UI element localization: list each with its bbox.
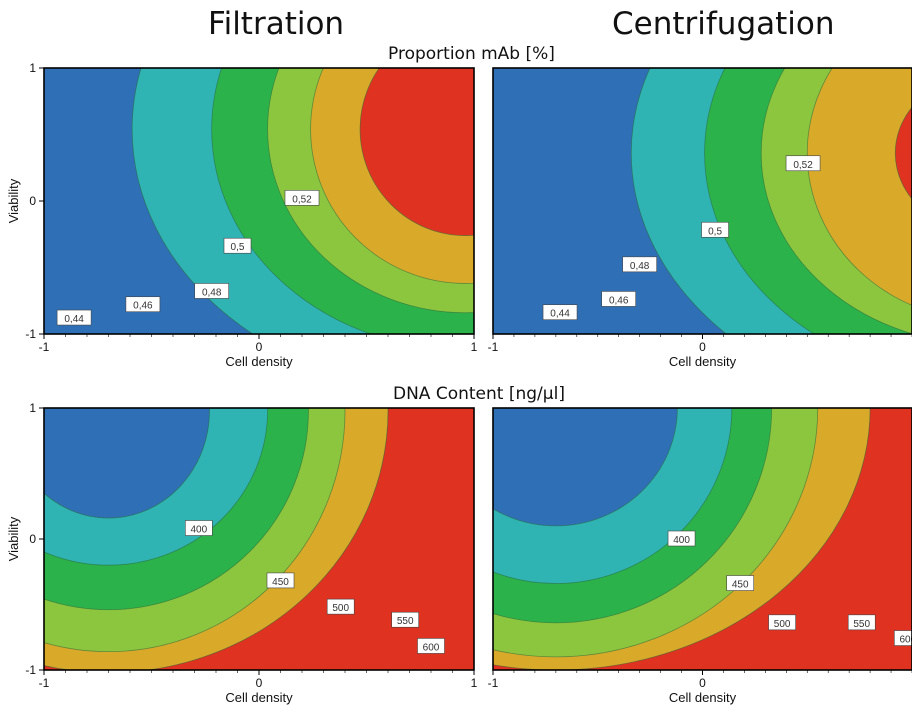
contour-label-box xyxy=(266,572,295,589)
contour-band xyxy=(894,106,912,200)
contour-label: 500 xyxy=(774,619,791,630)
contour-band xyxy=(359,68,474,236)
column-title-centrifugation: Centrifugation xyxy=(612,6,835,42)
contour-label: 450 xyxy=(732,580,749,591)
column-title-filtration: Filtration xyxy=(208,6,345,42)
contour-band xyxy=(806,68,912,306)
contour-label: 0,48 xyxy=(202,287,222,298)
contour-label-box xyxy=(284,190,320,206)
contour-label-box xyxy=(542,304,578,321)
x-tick-label: -1 xyxy=(39,340,50,354)
contour-label: 500 xyxy=(332,603,349,614)
contour-label-box xyxy=(125,296,161,313)
contour-label-box xyxy=(667,530,696,547)
contour-label: 0,5 xyxy=(231,242,245,253)
x-axis-label: Cell density xyxy=(225,354,293,369)
row-title-dna-content: DNA Content [ng/µl] xyxy=(393,384,565,404)
x-tick-label: 1 xyxy=(471,676,478,690)
contour-label: 0,44 xyxy=(550,309,570,320)
contour-label: 450 xyxy=(272,577,289,588)
x-tick-label: 0 xyxy=(256,340,263,354)
contour-label-box xyxy=(622,256,657,273)
contour-label-box xyxy=(223,237,252,254)
contour-label-box xyxy=(326,598,355,615)
contour-label-box xyxy=(768,614,796,631)
x-axis-label: Cell density xyxy=(669,690,737,705)
contour-label-box xyxy=(417,638,445,654)
x-tick-label: 0 xyxy=(699,340,706,354)
contour-label-box xyxy=(601,291,637,307)
contour-label: 0,46 xyxy=(133,301,153,312)
contour-label-box xyxy=(847,614,876,631)
y-tick-label: 1 xyxy=(29,401,36,415)
contour-panel: 400 450 500 550 600 -1 0 1 Cell density -1 0 1 Viabi… xyxy=(6,401,478,705)
contour-label: 0,46 xyxy=(609,295,629,306)
y-axis-label: Viability xyxy=(6,516,21,561)
contour-band xyxy=(44,408,210,519)
contour-label: 550 xyxy=(397,616,414,627)
x-tick-label: -1 xyxy=(488,340,499,354)
x-axis-label: Cell density xyxy=(225,690,293,705)
contour-label: 0,52 xyxy=(292,194,312,205)
x-tick-label: -1 xyxy=(488,676,499,690)
x-tick-label: 1 xyxy=(471,340,478,354)
x-tick-label: 0 xyxy=(699,676,706,690)
contour-label: 0,48 xyxy=(630,261,650,272)
contour-label-box xyxy=(185,520,213,536)
contour-label: 0,44 xyxy=(64,314,84,325)
contour-label-box xyxy=(391,611,420,628)
contour-label: 600 xyxy=(899,635,912,646)
contour-label: 400 xyxy=(673,535,690,546)
contour-label-box xyxy=(194,283,229,299)
y-axis-label: Viability xyxy=(6,178,21,223)
contour-label-box xyxy=(726,575,755,591)
contour-label: 0,5 xyxy=(708,226,722,237)
contour-label-box xyxy=(56,309,92,326)
y-tick-label: -1 xyxy=(25,663,36,677)
contour-label-box xyxy=(894,630,912,646)
contour-label: 400 xyxy=(190,525,207,536)
x-tick-label: 0 xyxy=(256,676,263,690)
x-axis-label: Cell density xyxy=(669,354,737,369)
contour-label: 0,52 xyxy=(793,160,813,171)
y-tick-label: -1 xyxy=(25,327,36,341)
row-title-proportion-mab: Proportion mAb [%] xyxy=(388,44,555,64)
contour-label: 600 xyxy=(423,642,440,653)
y-tick-label: 0 xyxy=(29,194,36,208)
y-tick-label: 1 xyxy=(29,61,36,75)
contour-panel: 0,44 0,46 0,48 0,5 0,52 -1 0 1 Cell density -1 0 1 V… xyxy=(6,61,478,369)
y-tick-label: 0 xyxy=(29,532,36,546)
contour-label-box xyxy=(701,221,729,238)
x-tick-label: -1 xyxy=(39,676,50,690)
contour-label-box xyxy=(785,155,821,172)
contour-label: 550 xyxy=(853,619,870,630)
